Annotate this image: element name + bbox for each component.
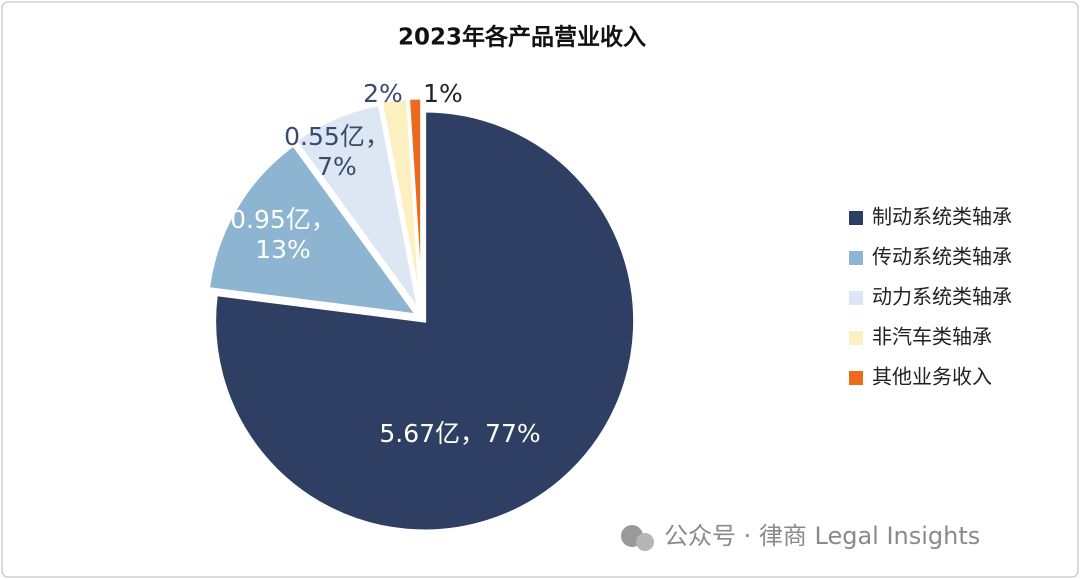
legend-label: 动力系统类轴承 [872, 285, 1012, 309]
data-label-line: 0.95亿， [230, 205, 336, 234]
legend-label: 制动系统类轴承 [872, 205, 1012, 229]
chart-title: 2023年各产品营业收入 [398, 24, 646, 51]
legend-label: 非汽车类轴承 [872, 325, 992, 349]
pie-slice [293, 102, 421, 312]
legend-swatch [849, 251, 863, 265]
data-label: 5.67亿，77% [379, 419, 540, 448]
legend-swatch [849, 371, 863, 385]
data-label: 0.95亿， 13% [230, 205, 336, 264]
data-label-line: 7% [317, 152, 357, 181]
data-label: 2% [363, 79, 403, 108]
pie-slice [406, 96, 424, 309]
data-label-line: 13% [255, 235, 311, 264]
data-label-line: 2% [363, 79, 403, 108]
data-label-line: 5.67亿，77% [379, 419, 540, 448]
data-label-line: 1% [423, 79, 463, 108]
data-label-line: 0.55亿， [284, 122, 390, 151]
data-label: 1% [423, 79, 463, 108]
pie-slice [206, 142, 421, 317]
legend-swatch [849, 291, 863, 305]
watermark-text: 公众号 · 律商 Legal Insights [664, 522, 980, 550]
watermark: 公众号 · 律商 Legal Insights [621, 522, 980, 551]
legend-swatch [849, 211, 863, 225]
legend-swatch [849, 331, 863, 345]
pie-slice [213, 109, 637, 533]
legend-label: 传动系统类轴承 [872, 245, 1012, 269]
data-label: 0.55亿， 7% [284, 122, 390, 181]
legend-label: 其他业务收入 [872, 365, 992, 389]
wechat-icon [636, 533, 654, 551]
